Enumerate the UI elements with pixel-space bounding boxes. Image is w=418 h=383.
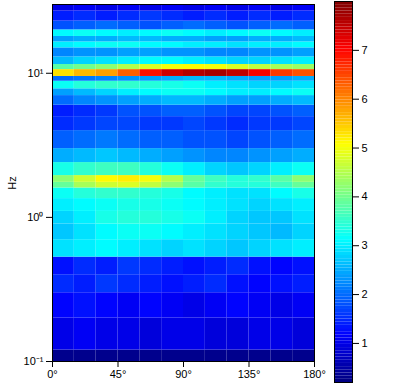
svg-text:45°: 45°	[110, 368, 127, 380]
svg-text:0°: 0°	[47, 368, 58, 380]
svg-text:1: 1	[362, 337, 368, 349]
svg-text:10¹: 10¹	[28, 67, 44, 79]
svg-text:135°: 135°	[238, 368, 261, 380]
svg-text:90°: 90°	[175, 368, 192, 380]
svg-text:10⁻¹: 10⁻¹	[24, 355, 44, 367]
svg-text:6: 6	[362, 93, 368, 105]
svg-text:180°: 180°	[303, 368, 326, 380]
svg-text:2: 2	[362, 288, 368, 300]
svg-text:Hz: Hz	[6, 176, 18, 189]
svg-text:4: 4	[362, 190, 368, 202]
svg-text:10⁰: 10⁰	[27, 211, 43, 223]
svg-text:5: 5	[362, 142, 368, 154]
svg-text:3: 3	[362, 239, 368, 251]
svg-text:7: 7	[362, 44, 368, 56]
